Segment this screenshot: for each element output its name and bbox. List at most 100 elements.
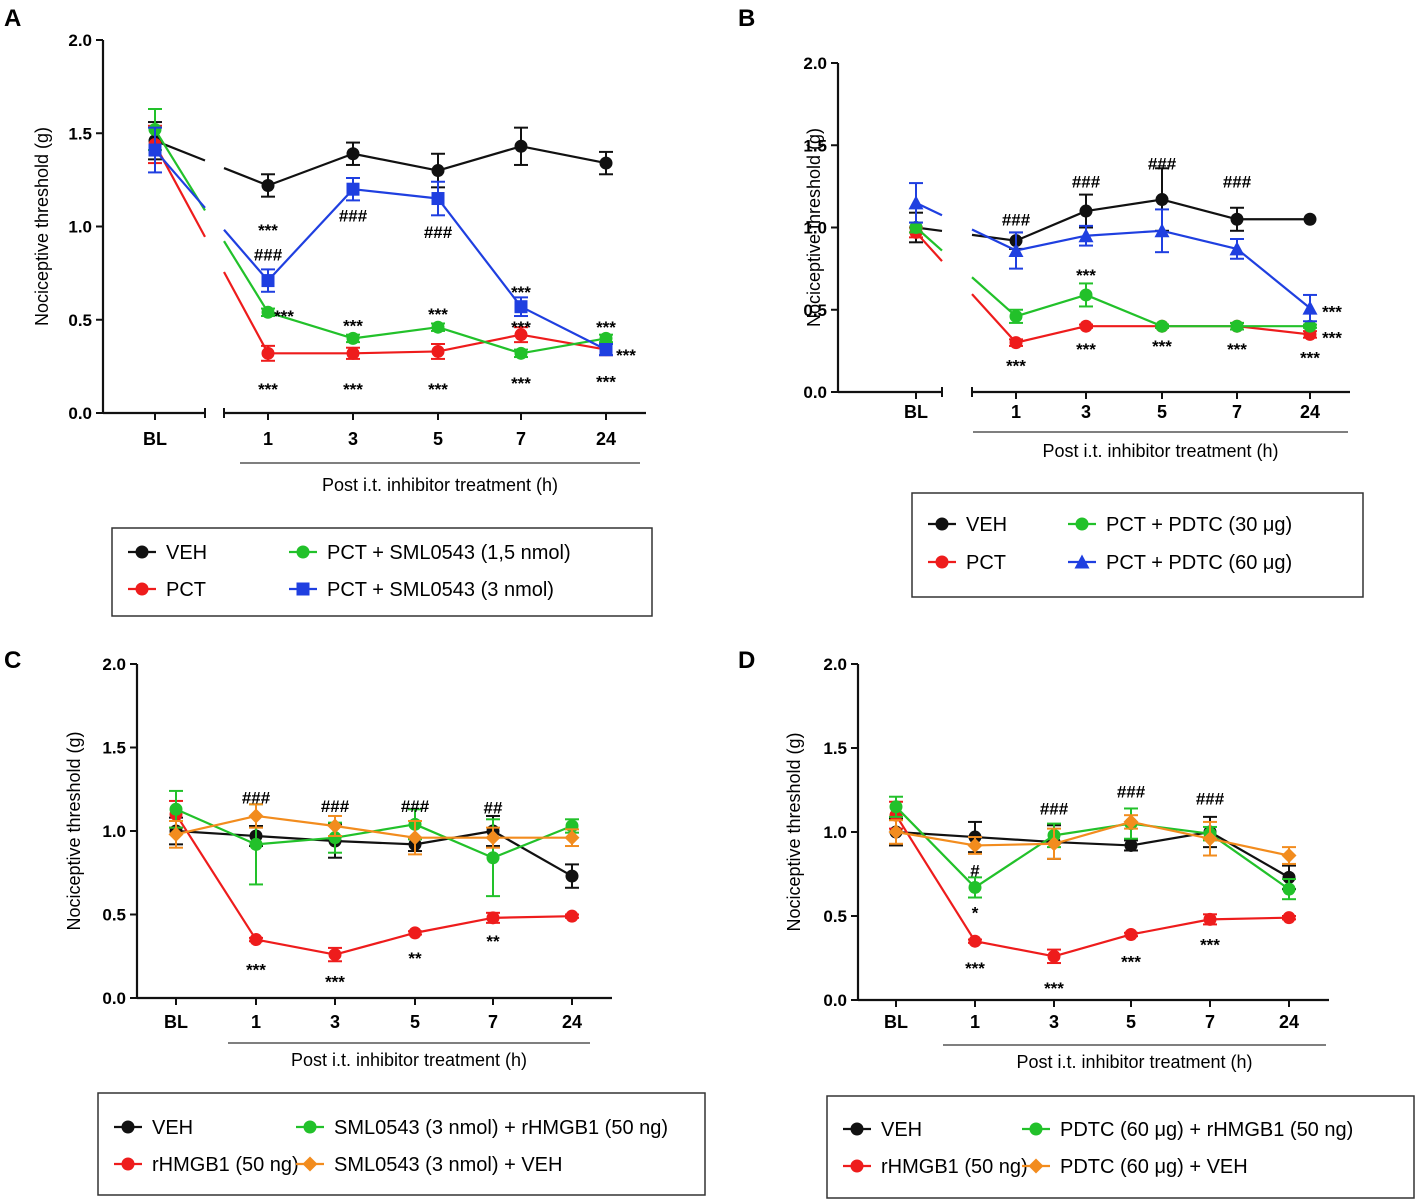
x-tick-label: 7 <box>516 429 526 449</box>
series-line <box>334 839 416 846</box>
series-line <box>895 814 976 942</box>
series-line <box>1053 933 1132 958</box>
data-point <box>967 837 983 853</box>
series-line <box>352 188 439 200</box>
data-point <box>1302 300 1318 315</box>
series-line <box>437 326 522 355</box>
x-tick-label: BL <box>904 402 928 422</box>
legend-label: PDTC (60 μg) + VEH <box>1060 1156 1248 1178</box>
data-point <box>346 346 360 360</box>
data-point <box>564 830 580 846</box>
legend-label: PCT + PDTC (60 μg) <box>1106 552 1292 574</box>
series-line <box>267 152 354 187</box>
series-line <box>1130 918 1211 936</box>
data-point <box>889 800 903 814</box>
legend-label: PDTC (60 μg) + rHMGB1 (50 ng) <box>1060 1119 1353 1141</box>
series-line <box>334 824 416 839</box>
y-tick-label: 2.0 <box>102 655 126 674</box>
legend-label: PCT + SML0543 (3 nmol) <box>327 579 554 601</box>
series-line <box>1209 837 1290 857</box>
data-point <box>1202 831 1218 847</box>
series-line <box>267 188 354 282</box>
significance-annotation: ### <box>1196 789 1225 808</box>
series-pdtc-60-g-veh <box>888 814 1297 865</box>
significance-annotation: ### <box>424 223 453 242</box>
legend-label: PCT + SML0543 (1,5 nmol) <box>327 542 571 564</box>
series-veh <box>909 167 1317 250</box>
data-point <box>514 139 528 153</box>
data-point <box>1282 882 1296 896</box>
legend-box <box>826 1095 1415 1199</box>
legend-label: rHMGB1 (50 ng) <box>152 1154 299 1176</box>
x-tick-label: BL <box>164 1012 188 1032</box>
data-point <box>514 346 528 360</box>
x-tick-label: 7 <box>488 1012 498 1032</box>
data-point <box>599 343 613 357</box>
data-point <box>1154 223 1170 238</box>
data-point <box>327 818 343 834</box>
x-tick-label: 24 <box>1279 1012 1299 1032</box>
x-tick-label: 7 <box>1205 1012 1215 1032</box>
panel-label: A <box>4 5 21 32</box>
significance-annotation: *** <box>511 374 531 393</box>
legend-box <box>111 527 653 617</box>
series-line <box>267 311 354 340</box>
series-line <box>255 814 336 828</box>
series-line <box>1161 198 1238 221</box>
data-point <box>1229 241 1245 256</box>
significance-annotation: *** <box>1044 979 1064 998</box>
series-line <box>492 824 573 859</box>
legend-marker <box>850 1122 864 1136</box>
significance-annotation: ### <box>1117 783 1146 802</box>
y-tick-label: 1.5 <box>102 739 126 758</box>
significance-annotation: *** <box>1322 329 1342 348</box>
significance-annotation: *** <box>258 221 278 240</box>
legend-label: VEH <box>152 1117 193 1139</box>
data-point <box>249 837 263 851</box>
data-point <box>1303 319 1317 333</box>
series-line <box>895 830 976 839</box>
series-line <box>334 931 416 956</box>
y-tick-label: 1.5 <box>68 124 92 143</box>
series-line <box>1209 916 1290 921</box>
legend-marker <box>303 1120 317 1134</box>
data-point <box>346 182 360 196</box>
series-line <box>1015 210 1087 242</box>
data-point <box>1047 949 1061 963</box>
data-point <box>261 274 275 288</box>
series-line <box>895 830 976 847</box>
data-point <box>261 346 275 360</box>
data-point <box>261 178 275 192</box>
panel-label: B <box>738 5 755 32</box>
legend-marker <box>850 1159 864 1173</box>
chart-panel-A: A 0.0 0.5 1.0 1.5 2.0 BL 1 3 5 7 24 Nociceptive thre… <box>4 5 653 617</box>
data-point <box>1281 848 1297 864</box>
data-point <box>346 331 360 345</box>
significance-annotation: *** <box>1006 357 1026 376</box>
data-point <box>1124 927 1138 941</box>
x-tick-label: 1 <box>970 1012 980 1032</box>
x-tick-label: BL <box>884 1012 908 1032</box>
significance-annotation: *** <box>1121 952 1141 971</box>
significance-annotation: *** <box>258 380 278 399</box>
series-line <box>255 834 336 843</box>
significance-annotation: *** <box>1076 340 1096 359</box>
data-point <box>888 824 904 840</box>
data-point <box>1008 243 1024 258</box>
data-point <box>565 909 579 923</box>
panel-label: C <box>4 647 21 674</box>
y-tick-label: 1.0 <box>803 219 827 238</box>
data-point <box>431 344 445 358</box>
x-tick-label: 5 <box>1126 1012 1136 1032</box>
significance-annotation: *** <box>596 318 616 337</box>
legend-marker <box>135 582 149 596</box>
series-pct-sml0543-3-nmol- <box>148 126 613 357</box>
data-point <box>408 926 422 940</box>
significance-annotation: *** <box>1076 266 1096 285</box>
series-line <box>1209 831 1290 879</box>
series-veh <box>889 815 1296 891</box>
y-tick-label: 1.5 <box>823 739 847 758</box>
significance-annotation: ### <box>401 797 430 816</box>
legend-marker <box>1074 554 1090 569</box>
legend-label: VEH <box>966 514 1007 536</box>
